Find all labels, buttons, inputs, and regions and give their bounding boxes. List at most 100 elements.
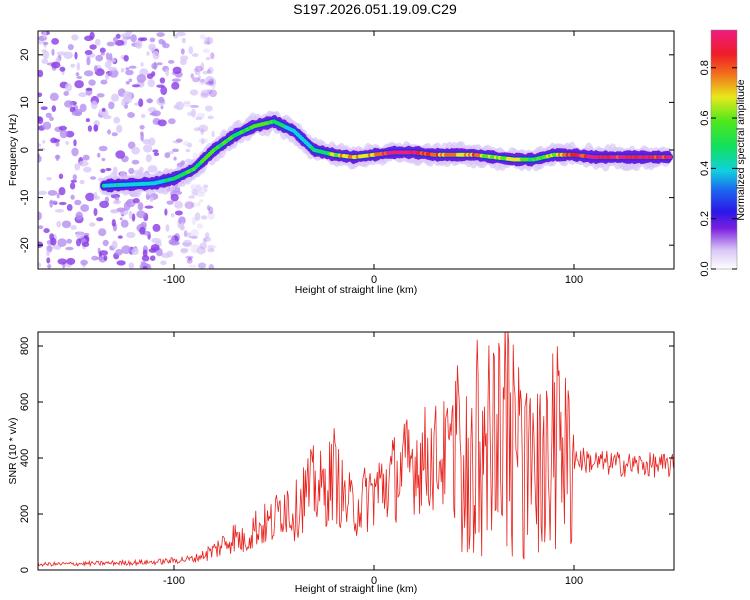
noise-speckle — [164, 152, 171, 159]
noise-speckle — [173, 156, 177, 161]
noise-speckle — [171, 82, 180, 90]
noise-speckle — [51, 38, 59, 45]
noise-speckle — [191, 216, 197, 226]
noise-speckle — [97, 152, 101, 158]
noise-speckle — [41, 58, 49, 64]
noise-speckle — [156, 84, 165, 88]
noise-speckle — [207, 115, 214, 120]
noise-speckle — [182, 140, 189, 147]
noise-speckle — [117, 235, 123, 239]
noise-speckle — [120, 219, 129, 228]
noise-speckle — [170, 213, 175, 218]
noise-speckle — [46, 250, 50, 257]
noise-speckle — [102, 239, 109, 247]
noise-speckle — [172, 148, 179, 153]
noise-speckle — [56, 192, 60, 199]
noise-speckle — [190, 202, 197, 208]
noise-speckle — [128, 78, 133, 83]
noise-speckle — [72, 174, 78, 181]
noise-speckle — [104, 60, 112, 69]
noise-speckle — [196, 183, 202, 188]
y-tick-label-bottom: 400 — [19, 449, 31, 467]
noise-speckle — [137, 202, 144, 211]
noise-speckle — [109, 69, 119, 78]
noise-speckle — [205, 81, 215, 86]
noise-speckle — [209, 89, 217, 98]
noise-speckle — [150, 244, 160, 251]
noise-speckle — [211, 85, 216, 90]
noise-speckle — [74, 199, 82, 206]
noise-speckle — [85, 87, 93, 91]
noise-speckle — [38, 69, 44, 78]
noise-speckle — [123, 55, 129, 62]
noise-speckle — [182, 101, 192, 107]
noise-speckle — [111, 132, 118, 137]
noise-speckle — [45, 112, 52, 119]
noise-speckle — [83, 232, 90, 237]
noise-speckle — [82, 241, 90, 247]
noise-speckle — [38, 262, 42, 268]
noise-speckle — [180, 247, 190, 252]
noise-speckle — [46, 257, 51, 264]
noise-speckle — [141, 255, 150, 262]
noise-speckle — [200, 138, 205, 145]
noise-speckle — [187, 232, 192, 239]
noise-speckle — [41, 49, 47, 53]
noise-speckle — [199, 242, 207, 249]
noise-speckle — [71, 34, 79, 41]
noise-speckle — [103, 255, 108, 261]
noise-speckle — [89, 222, 96, 227]
noise-speckle — [193, 68, 198, 73]
noise-speckle — [199, 199, 204, 203]
noise-speckle — [125, 80, 130, 85]
noise-speckle — [206, 69, 211, 74]
noise-speckle — [132, 198, 140, 204]
noise-speckle — [180, 248, 188, 254]
noise-speckle — [50, 237, 57, 246]
noise-speckle — [149, 112, 158, 116]
y-tick-label-top: 10 — [19, 96, 31, 108]
noise-speckle — [96, 217, 104, 222]
noise-speckle — [57, 238, 67, 247]
y-axis-label-top: Frequency (Hz) — [7, 114, 19, 186]
colorbar: 0.0 0.2 0.4 0.6 0.8 Normalized spectral ampl… — [699, 29, 747, 277]
noise-speckle — [139, 125, 145, 130]
noise-speckle — [210, 52, 215, 60]
noise-speckle — [183, 230, 188, 238]
noise-speckle — [190, 235, 198, 239]
noise-speckle — [160, 86, 168, 96]
noise-speckle — [158, 96, 165, 104]
noise-speckle — [74, 80, 84, 89]
noise-speckle — [180, 222, 185, 230]
noise-speckle — [187, 142, 193, 148]
noise-speckle — [122, 91, 132, 100]
noise-speckle — [146, 98, 154, 104]
snr-panel: -100 0 100 0 200 400 600 800 Height of straight… — [7, 331, 675, 595]
noise-speckle — [51, 48, 55, 56]
noise-speckle — [202, 237, 207, 244]
noise-speckle — [200, 89, 211, 97]
noise-speckle — [152, 223, 161, 232]
noise-speckle — [113, 116, 121, 124]
noise-speckle — [168, 239, 176, 245]
noise-speckle — [79, 179, 85, 185]
noise-speckle — [142, 266, 148, 269]
noise-speckle — [89, 44, 97, 50]
noise-speckle — [100, 52, 105, 56]
noise-speckle — [99, 47, 106, 54]
noise-speckle — [73, 139, 77, 147]
noise-speckle — [49, 200, 58, 204]
y-tick-label-bottom: 600 — [19, 393, 31, 411]
noise-speckle — [86, 56, 91, 66]
noise-speckle — [195, 185, 202, 192]
noise-speckle — [203, 77, 212, 83]
noise-speckle — [211, 130, 215, 138]
noise-speckle — [75, 211, 83, 221]
noise-speckle — [149, 37, 156, 43]
colorbar-tick-label: 0.4 — [699, 161, 711, 176]
noise-speckle — [88, 79, 96, 86]
noise-speckle — [194, 71, 201, 76]
noise-speckle — [162, 43, 170, 49]
noise-speckle — [165, 224, 170, 232]
noise-speckle — [181, 242, 192, 246]
